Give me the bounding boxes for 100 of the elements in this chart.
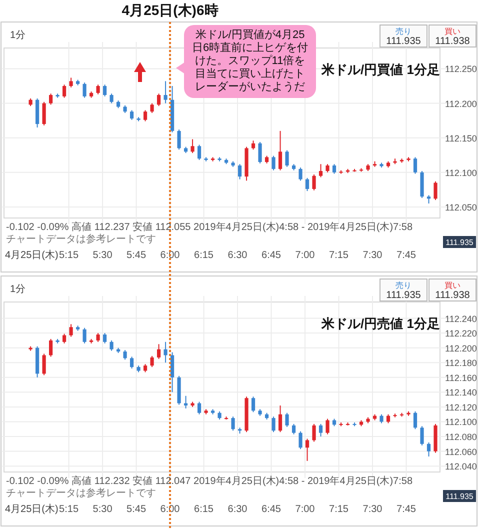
candlestick (150, 355, 154, 368)
text: 米ドル/円買値 1分足 (320, 62, 440, 77)
candlestick (272, 155, 276, 171)
x-tick-label: 7:30 (362, 250, 383, 261)
candlestick (318, 423, 323, 438)
y-tick-label: 112.180 (445, 358, 477, 368)
candlestick (177, 129, 181, 150)
x-tick-label: 5:30 (92, 504, 113, 515)
x-tick-label: 6:45 (262, 250, 282, 261)
x-tick-label: 7:15 (329, 250, 349, 261)
text: チャートデータは参考レートです (6, 233, 156, 245)
candlestick (197, 401, 202, 415)
candlestick (82, 82, 86, 98)
x-tick-label: 7:45 (396, 250, 416, 261)
x-tick-label: 5:15 (59, 504, 79, 515)
candlestick (156, 344, 161, 360)
text: 111.935 (446, 238, 474, 247)
x-tick-label: 6:30 (228, 504, 248, 515)
candlestick (312, 423, 316, 442)
text: -0.102 -0.09% 高値 112.232 安値 112.047 2019年4月25日(木)4:58 - 2019年4月25日(木)7:58 (6, 475, 413, 487)
candlestick (143, 110, 148, 122)
x-tick-label: 7:15 (329, 504, 349, 515)
candlestick (130, 356, 134, 370)
text: 売り (396, 27, 412, 36)
y-tick-label: 112.080 (445, 432, 477, 442)
candlestick (285, 412, 289, 428)
y-tick-label: 112.060 (445, 446, 477, 457)
candlestick (312, 174, 316, 191)
candlestick (326, 418, 330, 435)
candlestick (298, 167, 302, 182)
candlestick (42, 353, 46, 376)
text: 売り (396, 281, 412, 290)
candlestick (251, 396, 256, 413)
x-tick-label: 6:30 (228, 250, 248, 261)
candlestick (96, 84, 100, 95)
y-tick-label: 112.240 (445, 314, 477, 324)
x-tick-label: 6:00 (160, 250, 180, 261)
x-axis-title: 4月25日(木) (5, 503, 58, 515)
y-tick-label: 112.040 (445, 462, 477, 472)
candlestick (62, 333, 66, 344)
y-tick-label: 112.250 (445, 64, 477, 74)
candlestick (69, 324, 73, 338)
candlestick (82, 327, 86, 344)
candlestick (413, 410, 418, 430)
candlestick (278, 130, 282, 171)
text: -0.102 -0.09% 高値 112.237 安値 112.055 2019年4月25日(木)4:58 - 2019年4月25日(木)7:58 (6, 221, 413, 233)
y-tick-label: 112.160 (445, 372, 477, 383)
text: チャートデータは参考レートです (6, 487, 156, 499)
candlestick (318, 164, 323, 178)
candlestick (110, 340, 114, 352)
candlestick (49, 338, 53, 358)
text: 111.938 (435, 36, 470, 47)
x-tick-label: 5:45 (126, 504, 146, 515)
candlestick (272, 416, 276, 433)
x-tick-label: 7:30 (362, 504, 383, 515)
annotation: 米ドル/円買値が4月25日6時直前に上ヒゲを付けた。スワップ11倍を目当てに買い上げたトレーダーがいたようだ (184, 25, 316, 98)
y-tick-label: 112.120 (445, 402, 477, 412)
y-tick-label: 112.050 (445, 202, 477, 212)
text: 111.935 (446, 492, 474, 501)
candlestick (130, 110, 134, 120)
text: 1分 (10, 29, 26, 41)
candlestick (298, 430, 302, 450)
x-tick-label: 6:45 (262, 504, 282, 515)
y-tick-label: 112.140 (445, 388, 477, 398)
candlestick (238, 164, 242, 180)
candlestick (231, 416, 235, 432)
candlestick (164, 80, 168, 104)
candlestick (110, 93, 114, 104)
x-tick-label: 7:45 (396, 504, 416, 515)
x-tick-label: 7:00 (295, 250, 316, 261)
candlestick (49, 93, 53, 106)
candlestick (332, 164, 336, 174)
candlestick (258, 141, 262, 164)
candlestick (278, 404, 282, 433)
y-tick-label: 112.100 (445, 417, 477, 428)
text: 買い (444, 281, 460, 290)
x-tick-label: 6:15 (194, 250, 214, 261)
text: 111.935 (386, 36, 422, 47)
candlestick (190, 138, 194, 154)
candlestick (69, 77, 73, 88)
candlestick (197, 144, 202, 160)
candlestick (413, 156, 418, 174)
y-tick-label: 112.150 (445, 133, 477, 144)
candlestick (42, 101, 46, 126)
candlestick (150, 102, 154, 114)
text: 買い (444, 27, 460, 36)
candlestick (156, 93, 161, 107)
text: 111.935 (386, 290, 422, 301)
text: 111.938 (435, 290, 470, 301)
candlestick (62, 84, 66, 98)
y-tick-label: 112.200 (445, 98, 477, 109)
x-tick-label: 5:45 (126, 250, 146, 261)
x-tick-label: 7:00 (295, 504, 316, 515)
candlestick (426, 442, 431, 457)
y-tick-label: 112.220 (445, 328, 477, 339)
ref-line-label: 4月25日(木)6時 (122, 2, 218, 18)
candlestick (102, 84, 107, 97)
candlestick (292, 423, 296, 435)
candlestick (305, 438, 310, 462)
candlestick (102, 332, 107, 344)
